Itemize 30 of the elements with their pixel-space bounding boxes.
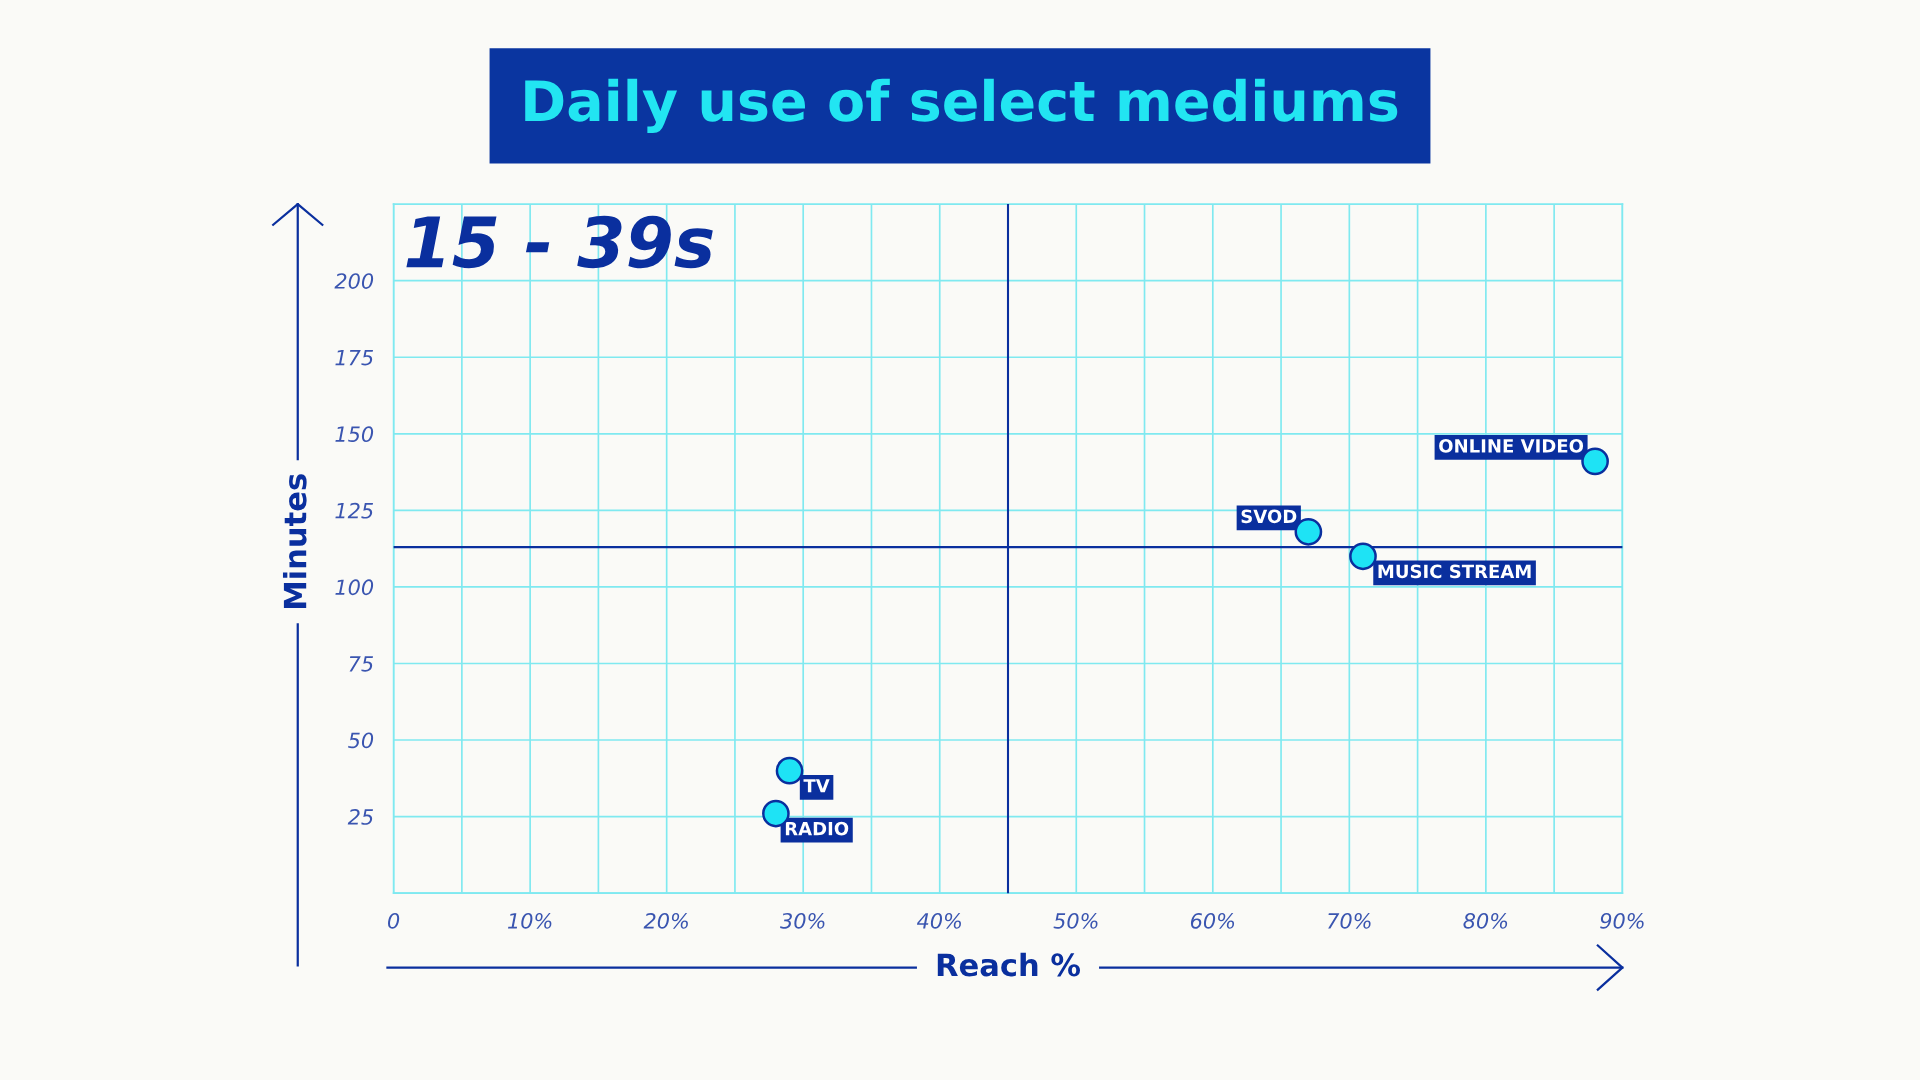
point bbox=[775, 756, 804, 785]
y-tick-label: 125 bbox=[335, 502, 374, 519]
annotation: 15 - 39s bbox=[406, 215, 713, 269]
x-tick-label: 10% bbox=[508, 912, 552, 929]
series-label: RADIO bbox=[785, 821, 849, 836]
y-tick-label: 150 bbox=[335, 426, 374, 443]
x-tick-label: 30% bbox=[780, 912, 825, 929]
x-tick-label: 0 bbox=[388, 912, 400, 929]
y-tick-label: 75 bbox=[349, 656, 374, 672]
x-tick-label: 40% bbox=[916, 912, 961, 929]
y-axis-title: Minutes bbox=[282, 474, 307, 608]
series-label: SVOD bbox=[1241, 509, 1297, 524]
x-tick-label: 70% bbox=[1328, 912, 1371, 929]
y-tick-label: 200 bbox=[334, 273, 374, 289]
x-tick-label: 20% bbox=[643, 912, 688, 929]
chart-title: Daily use of select mediums bbox=[525, 78, 1398, 133]
x-tick-label: 80% bbox=[1463, 912, 1508, 929]
point bbox=[1349, 542, 1377, 571]
series-label: MUSIC STREAM bbox=[1378, 564, 1531, 579]
x-tick-label: 50% bbox=[1053, 912, 1098, 929]
series-label: TV bbox=[803, 779, 830, 793]
y-tick-label: 175 bbox=[335, 349, 374, 366]
y-tick-label: 50 bbox=[348, 732, 374, 749]
y-tick-label: 25 bbox=[347, 809, 374, 825]
x-tick-label: 60% bbox=[1190, 912, 1235, 929]
x-tick-label: 90% bbox=[1600, 912, 1644, 929]
y-tick-label: 100 bbox=[335, 579, 374, 596]
point bbox=[1581, 447, 1609, 476]
series-label: ONLINE VIDEO bbox=[1439, 439, 1584, 453]
x-axis-title: Reach % bbox=[937, 952, 1081, 977]
